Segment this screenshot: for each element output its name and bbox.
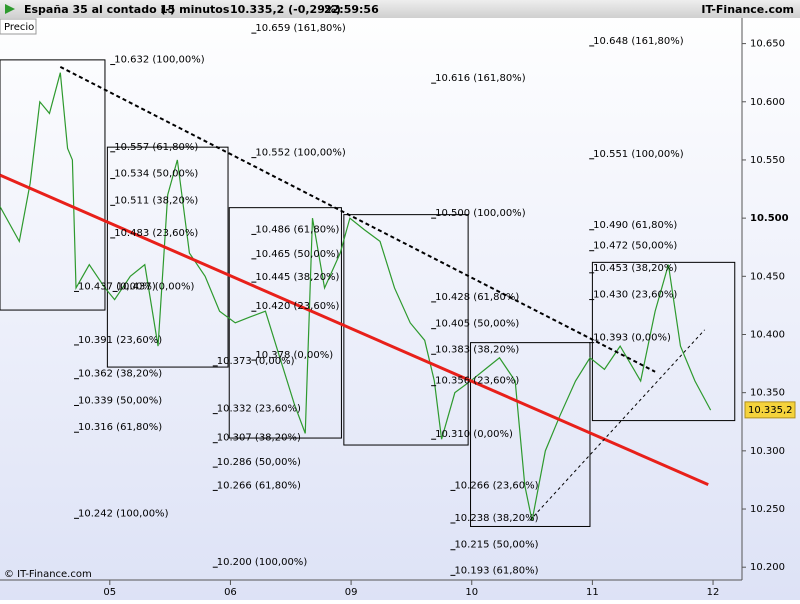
fib-label: 10.551 (100,00%) <box>593 149 684 160</box>
fib-label: 10.511 (38,20%) <box>114 195 198 206</box>
y-tick-label: 10.600 <box>750 97 785 108</box>
fib-label: 10.430 (23,60%) <box>593 290 677 301</box>
fib-label: 10.373 (0,00%) <box>217 356 295 367</box>
x-tick-label: 09 <box>345 587 358 598</box>
y-label: Precio <box>4 22 34 33</box>
interval: 15 minutos <box>160 3 230 16</box>
y-tick-label: 10.400 <box>750 329 785 340</box>
y-tick-label: 10.650 <box>750 39 785 50</box>
fib-label: 10.616 (161,80%) <box>435 73 526 84</box>
fib-label: 10.310 (0,00%) <box>435 429 513 440</box>
site: IT-Finance.com <box>701 3 794 16</box>
fib-label: 10.362 (38,20%) <box>78 369 162 380</box>
price-line <box>0 72 712 521</box>
fib-label: 10.405 (50,00%) <box>435 319 519 330</box>
header-icon <box>5 4 15 14</box>
fib-label: 10.445 (38,20%) <box>255 272 339 283</box>
fib-label: 10.378 (0,00%) <box>255 350 333 361</box>
footer: © IT-Finance.com <box>4 569 92 580</box>
fib-label: 10.437 (0,00%) <box>78 281 156 292</box>
fib-label: 10.486 (61,80%) <box>255 224 339 235</box>
fib-label: 10.383 (38,20%) <box>435 344 519 355</box>
trendline <box>59 65 656 373</box>
fib-label: 10.242 (100,00%) <box>78 508 169 519</box>
time: 22:59:56 <box>324 3 379 16</box>
fib-label: 10.332 (23,60%) <box>217 404 301 415</box>
fib-label: 10.500 (100,00%) <box>435 208 526 219</box>
header-bar <box>0 0 800 18</box>
fib-label: 10.483 (23,60%) <box>114 228 198 239</box>
y-tick-label: 10.500 <box>750 213 789 224</box>
fib-label: 10.465 (50,00%) <box>255 249 339 260</box>
x-tick-label: 05 <box>103 587 116 598</box>
fib-label: 10.557 (61,80%) <box>114 142 198 153</box>
quote: 10.335,2 (-0,29%) <box>230 3 341 16</box>
y-tick-label: 10.550 <box>750 155 785 166</box>
instrument: España 35 al contado (-) <box>24 3 175 16</box>
x-tick-label: 12 <box>707 587 720 598</box>
fib-label: 10.339 (50,00%) <box>78 395 162 406</box>
fib-label: 10.472 (50,00%) <box>593 241 677 252</box>
fib-label: 10.552 (100,00%) <box>255 148 346 159</box>
fib-label: 10.200 (100,00%) <box>217 557 308 568</box>
price-tab <box>0 18 37 35</box>
fib-box <box>591 261 736 422</box>
fib-label: 10.316 (61,80%) <box>78 422 162 433</box>
last-price-tag <box>744 401 796 419</box>
y-tick-label: 10.250 <box>750 504 785 515</box>
x-tick-label: 11 <box>586 587 599 598</box>
fib-label: 10.215 (50,00%) <box>454 540 538 551</box>
fib-label: 10.437 (0,00%) <box>117 281 195 292</box>
fib-box <box>343 214 469 446</box>
last-price-label: 10.335,2 <box>748 405 793 416</box>
fib-label: 10.391 (23,60%) <box>78 335 162 346</box>
fib-label: 10.393 (0,00%) <box>593 333 671 344</box>
fib-label: 10.453 (38,20%) <box>593 263 677 274</box>
fib-label: 10.266 (23,60%) <box>454 480 538 491</box>
fib-label: 10.266 (61,80%) <box>217 480 301 491</box>
fib-label: 10.632 (100,00%) <box>114 55 205 66</box>
trendline <box>0 173 709 486</box>
fib-label: 10.648 (161,80%) <box>593 36 684 47</box>
fib-label: 10.490 (61,80%) <box>593 220 677 231</box>
trendline <box>529 329 705 521</box>
fib-label: 10.238 (38,20%) <box>454 513 538 524</box>
fib-box <box>470 342 591 527</box>
fib-label: 10.286 (50,00%) <box>217 457 301 468</box>
x-tick-label: 10 <box>465 587 478 598</box>
fib-box <box>106 146 229 368</box>
fib-label: 10.659 (161,80%) <box>255 23 346 34</box>
fib-box <box>0 59 106 311</box>
fib-label: 10.307 (38,20%) <box>217 433 301 444</box>
fib-label: 10.428 (61,80%) <box>435 292 519 303</box>
y-tick-label: 10.200 <box>750 562 785 573</box>
fib-label: 10.193 (61,80%) <box>454 565 538 576</box>
y-tick-label: 10.450 <box>750 271 785 282</box>
fib-label: 10.420 (23,60%) <box>255 301 339 312</box>
fib-label: 10.534 (50,00%) <box>114 169 198 180</box>
y-tick-label: 10.350 <box>750 388 785 399</box>
fib-label: 10.356 (23,60%) <box>435 376 519 387</box>
y-tick-label: 10.300 <box>750 446 785 457</box>
x-tick-label: 06 <box>224 587 237 598</box>
